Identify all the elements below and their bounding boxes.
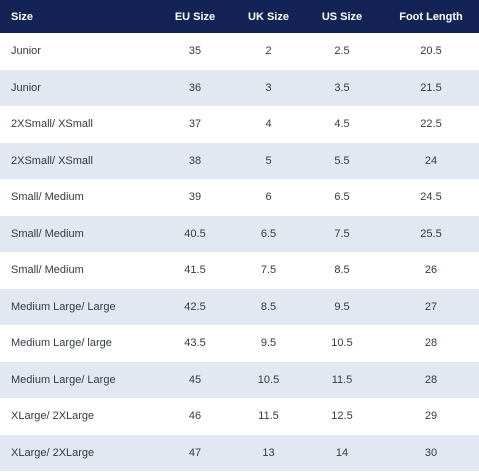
table-row: Medium Large/ Large 45 10.5 11.5 28 xyxy=(0,361,479,398)
table-row: XLarge/ 2XLarge 46 11.5 12.5 29 xyxy=(0,398,479,435)
table-row: Junior 36 3 3.5 21.5 xyxy=(0,69,479,106)
cell-eu-size: 37 xyxy=(188,118,202,131)
table-row: Small/ Medium 40.5 6.5 7.5 25.5 xyxy=(0,215,479,252)
header-us-size: US Size xyxy=(321,10,363,23)
header-foot-length: Foot Length xyxy=(399,10,463,23)
cell-eu-size: 40.5 xyxy=(184,227,206,240)
cell-eu-size: 36 xyxy=(188,81,202,94)
cell-uk-size: 2 xyxy=(265,45,272,58)
cell-foot-length: 24 xyxy=(424,154,438,167)
cell-uk-size: 7.5 xyxy=(260,264,277,277)
cell-eu-size: 43.5 xyxy=(184,337,206,350)
cell-eu-size: 35 xyxy=(188,45,202,58)
cell-us-size: 6.5 xyxy=(334,191,350,204)
cell-size: Junior xyxy=(11,45,41,58)
cell-eu-size: 45 xyxy=(188,373,202,386)
table-row: XLarge/ 2XLarge 47 13 14 30 xyxy=(0,434,479,471)
cell-foot-length: 30 xyxy=(424,446,438,459)
cell-eu-size: 42.5 xyxy=(184,300,206,313)
header-row: Size EU Size UK Size US Size Foot Length xyxy=(0,0,479,33)
header-uk-size: UK Size xyxy=(248,10,289,23)
cell-us-size: 3.5 xyxy=(334,81,350,94)
cell-foot-length: 25.5 xyxy=(420,227,442,240)
cell-size: Small/ Medium xyxy=(11,264,84,277)
cell-us-size: 2.5 xyxy=(334,45,350,58)
cell-uk-size: 6.5 xyxy=(260,227,277,240)
table-row: Small/ Medium 41.5 7.5 8.5 26 xyxy=(0,252,479,289)
cell-eu-size: 47 xyxy=(188,446,202,459)
cell-uk-size: 10.5 xyxy=(257,373,280,386)
header-eu-size: EU Size xyxy=(174,10,216,23)
table-row: Junior 35 2 2.5 20.5 xyxy=(0,33,479,70)
cell-size: Medium Large/ Large xyxy=(11,300,116,313)
cell-uk-size: 3 xyxy=(265,81,272,94)
cell-eu-size: 38 xyxy=(188,154,202,167)
cell-us-size: 11.5 xyxy=(331,373,353,386)
cell-foot-length: 21.5 xyxy=(420,81,442,94)
table-header: Size EU Size UK Size US Size Foot Length xyxy=(0,0,479,33)
table-row: Small/ Medium 39 6 6.5 24.5 xyxy=(0,179,479,216)
cell-uk-size: 9.5 xyxy=(260,337,277,350)
cell-uk-size: 6 xyxy=(265,191,272,204)
cell-uk-size: 11.5 xyxy=(258,410,279,423)
cell-us-size: 12.5 xyxy=(331,410,353,423)
cell-uk-size: 5 xyxy=(265,154,272,167)
cell-uk-size: 4 xyxy=(265,118,272,131)
cell-uk-size: 13 xyxy=(262,446,275,459)
cell-size: 2XSmall/ XSmall xyxy=(11,154,93,167)
table-body: Junior 35 2 2.5 20.5 Junior 36 3 3.5 21.… xyxy=(0,33,479,471)
cell-us-size: 9.5 xyxy=(334,300,350,313)
cell-uk-size: 8.5 xyxy=(260,300,277,313)
table-row: 2XSmall/ XSmall 37 4 4.5 22.5 xyxy=(0,106,479,143)
cell-size: Small/ Medium xyxy=(11,227,84,240)
cell-size: Small/ Medium xyxy=(11,191,84,204)
cell-size: Junior xyxy=(11,81,41,94)
cell-foot-length: 29 xyxy=(424,410,438,423)
cell-us-size: 10.5 xyxy=(331,337,353,350)
cell-us-size: 5.5 xyxy=(334,154,350,167)
cell-size: 2XSmall/ XSmall xyxy=(11,118,93,131)
cell-foot-length: 26 xyxy=(424,264,438,277)
table-row: Medium Large/ Large 42.5 8.5 9.5 27 xyxy=(0,288,479,325)
cell-us-size: 7.5 xyxy=(334,227,350,240)
cell-size: XLarge/ 2XLarge xyxy=(11,446,95,459)
cell-foot-length: 28 xyxy=(424,373,438,386)
cell-foot-length: 22.5 xyxy=(420,118,442,131)
cell-eu-size: 41.5 xyxy=(184,264,206,277)
cell-us-size: 8.5 xyxy=(334,264,350,277)
cell-eu-size: 39 xyxy=(188,191,202,204)
header-size: Size xyxy=(11,10,34,23)
cell-foot-length: 24.5 xyxy=(420,191,442,204)
table-row: Medium Large/ large 43.5 9.5 10.5 28 xyxy=(0,325,479,362)
cell-size: XLarge/ 2XLarge xyxy=(11,410,95,423)
cell-eu-size: 46 xyxy=(188,410,202,423)
cell-us-size: 4.5 xyxy=(334,118,350,131)
cell-us-size: 14 xyxy=(335,446,349,459)
cell-size: Medium Large/ Large xyxy=(11,373,116,386)
cell-foot-length: 20.5 xyxy=(420,45,442,58)
cell-size: Medium Large/ large xyxy=(11,337,112,350)
cell-foot-length: 27 xyxy=(424,300,438,313)
table-row: 2XSmall/ XSmall 38 5 5.5 24 xyxy=(0,142,479,179)
cell-foot-length: 28 xyxy=(424,337,438,350)
